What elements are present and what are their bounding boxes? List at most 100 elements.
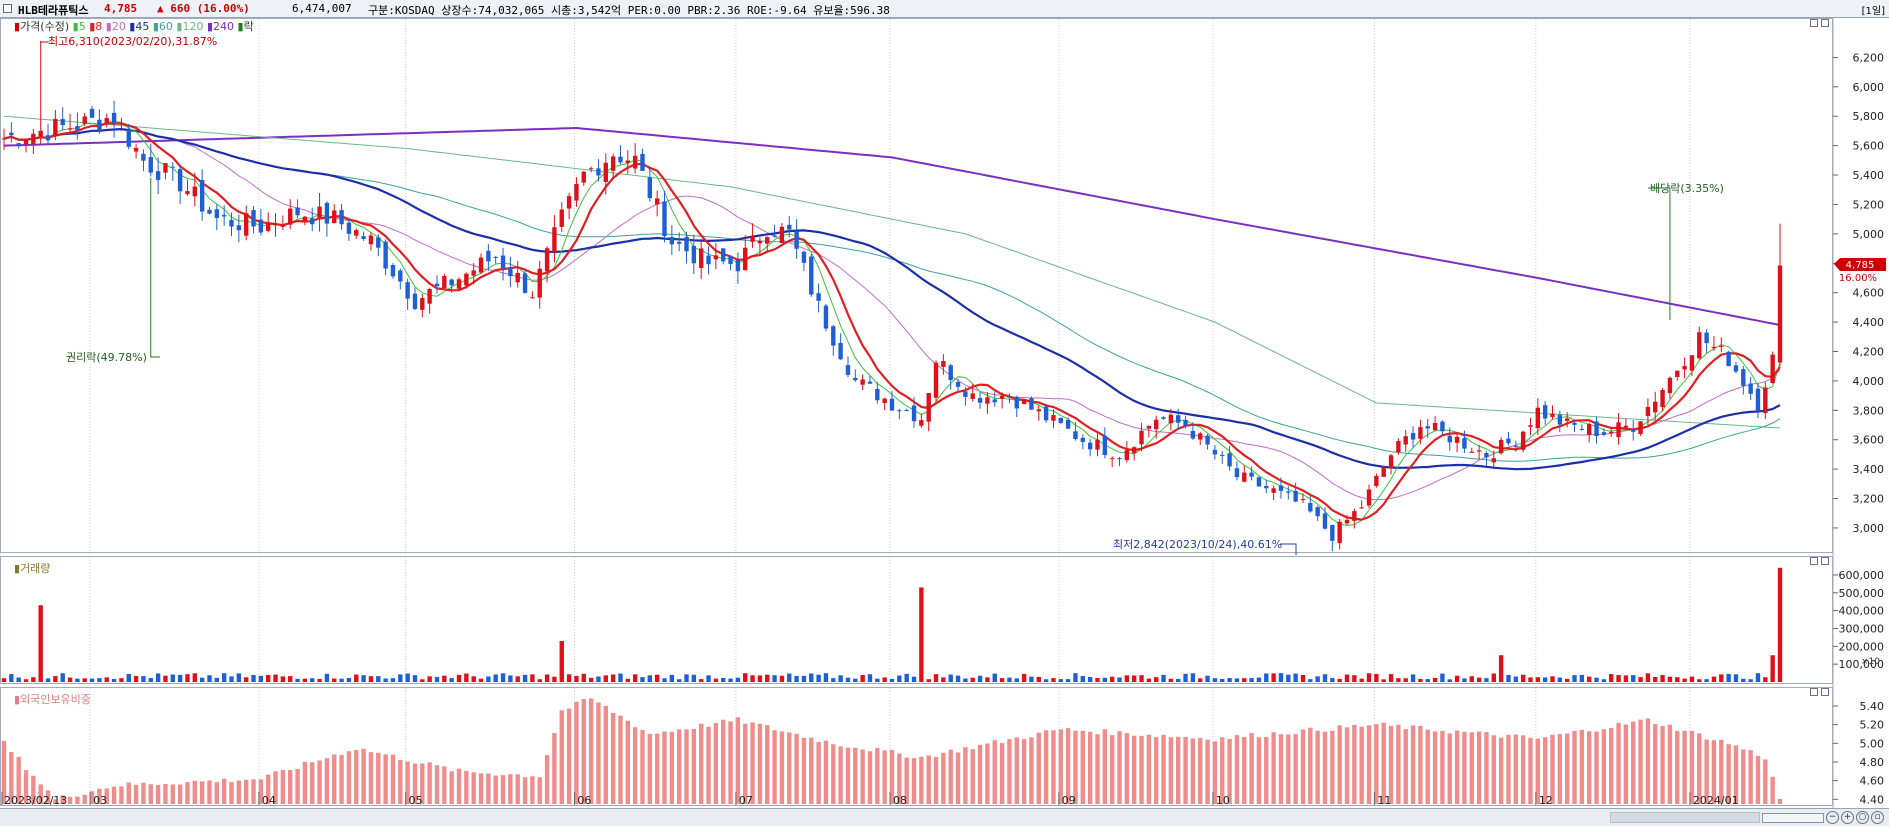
candle — [368, 235, 374, 245]
volume-bar — [1535, 677, 1541, 682]
foreign-bar — [170, 784, 175, 804]
volume-bar — [243, 677, 249, 682]
price-tick-label: 5,800 — [1853, 110, 1885, 123]
foreign-tick-label: 5.20 — [1860, 719, 1885, 732]
volume-bar — [743, 673, 748, 682]
foreign-bar — [845, 747, 851, 804]
foreign-bar — [654, 733, 660, 804]
foreign-bar — [163, 783, 168, 804]
zoom-fit-icon[interactable]: ▫ — [1871, 811, 1884, 824]
volume-bar — [185, 674, 190, 682]
foreign-bar — [889, 749, 895, 804]
candle — [420, 298, 425, 310]
stock-info: 구분:KOSDAQ 상장수:74,032,065 시총:3,542억 PER:0… — [368, 4, 890, 17]
volume-bar — [9, 674, 14, 682]
foreign-bar — [1234, 735, 1240, 804]
panel-close-button[interactable] — [1821, 19, 1829, 27]
volume-bar — [1183, 673, 1188, 682]
volume-bar — [133, 676, 139, 682]
volume-bar — [1308, 679, 1313, 682]
candle — [1073, 431, 1078, 440]
volume-bar — [500, 673, 506, 682]
foreign-bar — [522, 777, 528, 804]
foreign-bar — [809, 737, 814, 804]
candle — [1506, 438, 1511, 444]
zoom-in-icon[interactable]: + — [1841, 811, 1854, 824]
foreign-bar — [1601, 729, 1607, 804]
foreign-bar — [1058, 729, 1063, 804]
panel-max-button[interactable] — [1810, 19, 1818, 27]
dividend-leader — [1648, 187, 1671, 320]
foreign-bar — [970, 749, 975, 804]
foreign-bar — [266, 774, 271, 804]
foreign-bar — [1007, 739, 1012, 804]
foreign-tick-label: 5.40 — [1860, 700, 1885, 713]
foreign-bar — [1087, 731, 1093, 804]
candle — [434, 283, 440, 287]
foreign-bar — [141, 782, 146, 804]
volume-bar — [75, 678, 80, 682]
candle — [1777, 265, 1783, 363]
foreign-bar — [346, 751, 352, 804]
candle — [214, 209, 220, 219]
foreign-bar — [911, 758, 917, 804]
candle — [82, 116, 87, 124]
candle — [1535, 407, 1541, 429]
foreign-bar — [1014, 737, 1019, 804]
volume-bar — [97, 678, 102, 682]
candle — [53, 118, 58, 137]
candle — [933, 362, 939, 398]
candle — [155, 171, 161, 180]
candle — [1432, 422, 1438, 431]
volume-bar — [214, 677, 220, 682]
candle — [860, 379, 865, 385]
candle — [794, 231, 799, 249]
bottom-bar: − + ○ ▫ — [0, 808, 1889, 826]
volume-bar — [625, 678, 630, 682]
foreign-bar — [1777, 799, 1783, 804]
foreign-bar — [1073, 730, 1078, 804]
foreign-bar — [302, 761, 308, 804]
volume-bar — [1161, 674, 1166, 682]
foreign-bar — [581, 699, 586, 804]
x-tick-label: 03 — [93, 794, 107, 807]
volume-max-button[interactable] — [1810, 557, 1818, 565]
volume-bar — [1564, 678, 1570, 682]
foreign-close-button[interactable] — [1821, 688, 1829, 696]
current-price: 4,785 — [104, 2, 138, 15]
candle — [1660, 389, 1665, 408]
candle — [1733, 365, 1739, 372]
x-tick-label: 06 — [577, 794, 591, 807]
volume-bar — [1476, 677, 1482, 682]
volume-bar — [1381, 679, 1386, 682]
foreign-bar — [339, 755, 344, 804]
volume-bar — [67, 677, 73, 682]
zoom-out-icon[interactable]: − — [1826, 811, 1839, 824]
price-tick-label: 5,400 — [1853, 169, 1885, 182]
foreign-bar — [1564, 733, 1570, 804]
foreign-bar — [1, 740, 7, 804]
volume-bar — [662, 678, 667, 682]
foreign-bars — [1, 698, 1783, 804]
volume-bar — [1058, 679, 1063, 682]
zoom-reset-icon[interactable]: ○ — [1856, 811, 1869, 824]
volume-bar — [632, 674, 638, 682]
volume-bar — [816, 674, 821, 682]
candle — [405, 282, 410, 299]
volume-bar — [1432, 677, 1438, 682]
foreign-bar — [787, 732, 792, 804]
candle — [941, 360, 946, 367]
legend-ma-240: ▮240 — [203, 20, 234, 33]
foreign-bar — [1080, 730, 1086, 804]
volume-bar — [1770, 655, 1775, 682]
zoom-slider[interactable] — [1762, 813, 1824, 823]
candle — [544, 248, 550, 272]
candle — [354, 230, 359, 236]
volume-bar — [163, 675, 168, 682]
menu-checkbox[interactable] — [3, 4, 12, 13]
timeframe-selector[interactable]: [1일] — [1861, 6, 1885, 17]
price-tick-label: 5,000 — [1853, 228, 1885, 241]
scroll-thumb[interactable] — [1610, 812, 1760, 823]
volume-close-button[interactable] — [1821, 557, 1829, 565]
foreign-max-button[interactable] — [1810, 688, 1818, 696]
